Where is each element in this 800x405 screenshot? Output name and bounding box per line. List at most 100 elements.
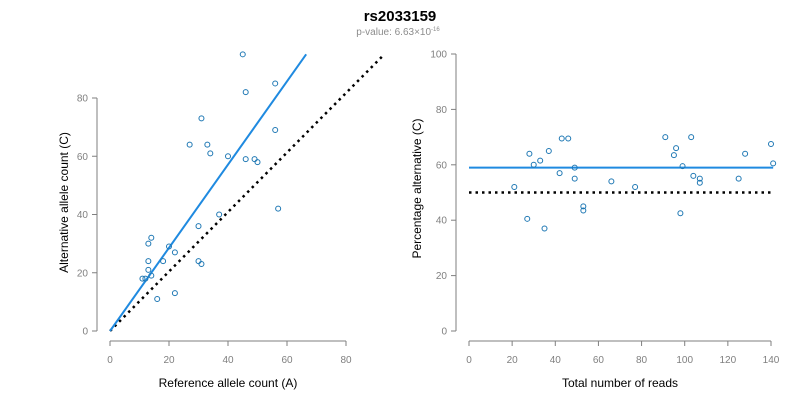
y-tick-label: 80 xyxy=(77,94,89,105)
data-point xyxy=(204,141,211,148)
x-tick-label: 120 xyxy=(720,355,737,366)
data-point xyxy=(254,159,261,166)
data-point xyxy=(198,115,205,122)
data-point xyxy=(526,150,533,157)
x-axis: 0 20 40 60 80 xyxy=(107,340,352,366)
data-point xyxy=(608,178,615,185)
y-tick-label: 20 xyxy=(77,268,89,279)
data-point xyxy=(558,135,565,142)
y-axis-title: Alternative allele count (C) xyxy=(57,132,71,273)
data-point xyxy=(673,145,680,152)
x-tick-label: 60 xyxy=(281,355,293,366)
data-point xyxy=(679,163,686,170)
data-point xyxy=(145,258,152,265)
data-point xyxy=(688,134,695,141)
y-tick-label: 100 xyxy=(430,50,447,61)
data-point xyxy=(524,215,531,222)
data-point xyxy=(195,258,202,265)
y-tick-label: 80 xyxy=(436,105,448,116)
data-point xyxy=(565,135,572,142)
data-point xyxy=(735,175,742,182)
y-tick-label: 0 xyxy=(82,327,88,338)
x-tick-label: 20 xyxy=(507,355,519,366)
x-tick-label: 40 xyxy=(222,355,234,366)
data-point xyxy=(198,261,205,268)
data-point xyxy=(662,134,669,141)
data-point xyxy=(160,258,167,265)
data-point xyxy=(225,153,231,160)
data-point xyxy=(154,295,161,302)
x-tick-label: 20 xyxy=(163,355,175,366)
fit-line xyxy=(109,53,307,332)
x-tick-label: 40 xyxy=(550,355,562,366)
y-tick-label: 60 xyxy=(77,152,89,163)
data-point xyxy=(272,127,279,134)
y-tick-label: 40 xyxy=(436,216,448,227)
x-tick-label: 140 xyxy=(763,355,780,366)
data-point xyxy=(770,160,777,167)
data-point xyxy=(186,141,193,148)
data-point xyxy=(145,240,152,247)
data-points xyxy=(139,51,282,302)
data-point xyxy=(677,210,684,217)
data-point xyxy=(166,243,172,250)
data-point xyxy=(742,150,749,157)
y-tick-label: 20 xyxy=(436,271,448,282)
data-point xyxy=(171,290,178,297)
data-point xyxy=(148,272,155,279)
y-axis: 0 20 40 60 80 xyxy=(77,94,98,338)
x-tick-label: 80 xyxy=(636,355,648,366)
data-point xyxy=(545,147,552,154)
y-tick-label: 0 xyxy=(441,327,447,338)
data-point xyxy=(272,80,279,87)
data-point xyxy=(530,161,537,168)
panel-percentage: 0 20 40 60 80 100 120 140 0 20 40 60 80 100 Total numb… xyxy=(410,50,780,391)
chart-subtitle: p-value: 6.63×10-16 xyxy=(356,27,440,38)
data-point xyxy=(541,225,548,232)
y-tick-label: 40 xyxy=(77,210,89,221)
reference-line xyxy=(109,53,386,332)
y-axis-title: Percentage alternative (C) xyxy=(410,118,424,258)
data-point xyxy=(580,207,587,214)
x-tick-label: 80 xyxy=(340,355,352,366)
data-point xyxy=(239,51,246,58)
x-axis: 0 20 40 60 80 100 120 140 xyxy=(466,340,780,366)
data-point xyxy=(556,170,563,177)
data-point xyxy=(195,223,202,230)
data-points xyxy=(511,134,777,232)
data-point xyxy=(571,164,578,171)
data-point xyxy=(275,205,282,212)
data-point xyxy=(670,152,677,159)
y-tick-label: 60 xyxy=(436,160,448,171)
data-point xyxy=(696,175,703,182)
data-point xyxy=(696,179,703,186)
x-axis-title: Total number of reads xyxy=(562,376,678,390)
x-tick-label: 60 xyxy=(593,355,605,366)
data-point xyxy=(571,175,578,182)
data-point xyxy=(242,156,249,163)
x-tick-label: 0 xyxy=(107,355,113,366)
data-point xyxy=(142,275,149,282)
x-tick-label: 0 xyxy=(466,355,472,366)
data-point xyxy=(145,266,152,273)
data-point xyxy=(251,156,258,163)
data-point xyxy=(207,150,214,157)
data-point xyxy=(139,275,146,282)
data-point xyxy=(768,141,774,148)
subtitle-prefix: p-value: 6.63×10 xyxy=(356,27,431,38)
data-point xyxy=(511,183,518,190)
y-axis: 0 20 40 60 80 100 xyxy=(430,50,457,338)
data-point xyxy=(580,203,587,210)
x-axis-title: Reference allele count (A) xyxy=(159,376,298,390)
x-tick-label: 100 xyxy=(676,355,693,366)
subtitle-exponent: -16 xyxy=(431,27,440,33)
data-point xyxy=(216,211,223,218)
data-point xyxy=(242,89,249,96)
data-point xyxy=(148,234,155,241)
data-point xyxy=(537,157,544,164)
data-point xyxy=(171,249,178,256)
panel-allele-counts: 0 20 40 60 80 0 20 40 60 80 Reference allele count… xyxy=(57,51,386,390)
data-point xyxy=(690,172,697,179)
